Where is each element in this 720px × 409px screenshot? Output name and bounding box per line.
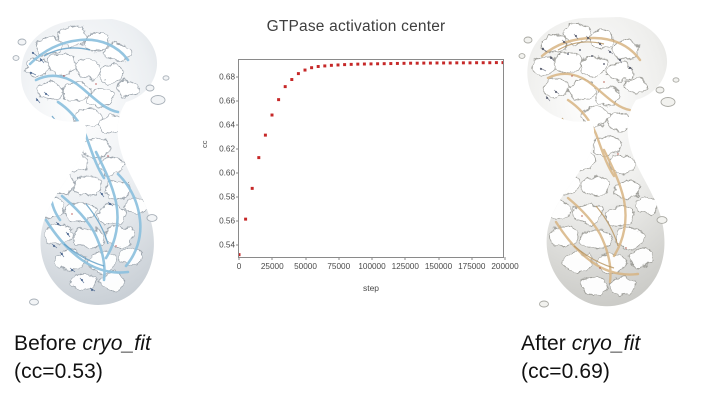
- data-point: [270, 113, 274, 117]
- y-tick-mark: [236, 100, 239, 102]
- data-point: [488, 61, 492, 65]
- x-tick-mark: [504, 257, 506, 260]
- data-point: [468, 61, 472, 65]
- data-point: [475, 61, 479, 65]
- data-point: [422, 61, 426, 65]
- data-point: [455, 61, 459, 65]
- caption-before-prefix: Before: [14, 332, 83, 355]
- y-tick-label: 0.58: [219, 192, 235, 202]
- data-point: [501, 61, 503, 65]
- x-tick-label: 100000: [358, 262, 386, 271]
- plot-area: 0.54 0.56 0.58 0.60 0.62 0.64 0.66 0.68 0 25000 50…: [219, 59, 519, 271]
- x-tick-label: 75000: [327, 262, 351, 271]
- data-point: [435, 61, 439, 65]
- data-point: [442, 61, 446, 65]
- structure-svg-after: [518, 17, 680, 308]
- data-point: [250, 186, 254, 190]
- y-tick-mark: [236, 220, 239, 222]
- y-tick-label: 0.60: [219, 168, 235, 178]
- data-point: [369, 62, 373, 66]
- cc-vs-step-chart: GTPase activation center cc step 0.54 0.5…: [196, 8, 519, 300]
- y-tick-label: 0.56: [219, 216, 235, 226]
- y-tick-label: 0.62: [219, 144, 235, 154]
- caption-before-emphasis: cryo_fit: [82, 332, 151, 355]
- x-tick-label: 150000: [424, 262, 453, 271]
- data-point: [356, 62, 360, 66]
- data-point: [257, 156, 261, 160]
- y-tick-mark: [236, 244, 239, 246]
- y-tick-mark: [236, 172, 239, 174]
- data-point: [290, 78, 294, 82]
- x-tick-mark: [338, 257, 340, 260]
- x-tick-label: 0: [236, 262, 242, 271]
- caption-after-prefix: After: [521, 332, 572, 355]
- x-tick-mark: [471, 257, 473, 260]
- y-tick-label: 0.68: [219, 72, 235, 82]
- data-point: [362, 62, 366, 66]
- y-tick-mark: [236, 124, 239, 126]
- structure-svg-before: [12, 19, 170, 306]
- data-point: [244, 217, 248, 221]
- x-tick-mark: [305, 257, 306, 260]
- data-point: [283, 85, 287, 89]
- data-point: [349, 62, 353, 66]
- data-point: [481, 61, 485, 65]
- x-tick-label: 125000: [391, 262, 419, 271]
- x-tick-label: 175000: [458, 262, 486, 271]
- structure-image-after: [508, 6, 718, 316]
- data-point: [239, 253, 241, 257]
- data-point: [428, 61, 432, 65]
- y-tick-mark: [236, 76, 239, 78]
- x-tick-mark: [404, 257, 406, 260]
- data-point: [277, 98, 281, 102]
- caption-before-cc: (cc=0.53): [14, 359, 104, 383]
- y-tick-label: 0.64: [219, 120, 235, 130]
- x-axis-label: step: [362, 283, 380, 293]
- caption-after: After cryo_fit (cc=0.69): [521, 330, 640, 385]
- y-tick-mark: [236, 148, 239, 150]
- structure-image-before: [0, 6, 210, 316]
- data-point: [316, 65, 320, 68]
- data-point: [303, 68, 307, 72]
- data-point: [409, 61, 413, 65]
- y-tick-label: 0.66: [219, 96, 235, 106]
- y-tick-label: 0.54: [219, 240, 235, 250]
- data-point: [461, 61, 465, 65]
- data-point: [376, 62, 380, 66]
- data-point: [494, 61, 498, 65]
- y-tick-mark: [236, 196, 239, 198]
- x-tick-label: 25000: [260, 262, 284, 271]
- data-point: [323, 64, 327, 68]
- data-point: [329, 63, 333, 67]
- data-point: [448, 61, 452, 65]
- x-tick-mark: [438, 257, 439, 260]
- data-point: [343, 63, 347, 67]
- caption-after-cc: (cc=0.69): [521, 359, 611, 383]
- data-point: [382, 62, 386, 66]
- chart-title: GTPase activation center: [266, 18, 446, 35]
- x-tick-mark: [271, 257, 273, 260]
- data-point: [263, 133, 267, 137]
- x-tick-mark: [371, 257, 373, 260]
- data-point: [336, 63, 340, 67]
- data-point: [310, 66, 314, 70]
- caption-after-emphasis: cryo_fit: [571, 332, 641, 355]
- caption-before: Before cryo_fit (cc=0.53): [14, 330, 151, 385]
- data-point: [389, 62, 393, 66]
- data-point: [296, 72, 300, 76]
- x-tick-mark: [238, 257, 240, 260]
- scatter-series-cc: [239, 61, 503, 257]
- data-point: [395, 61, 399, 65]
- data-point: [402, 61, 406, 65]
- x-tick-label: 50000: [294, 262, 317, 271]
- y-axis-label: cc: [200, 140, 209, 149]
- data-point: [415, 61, 419, 65]
- x-tick-label: 200000: [491, 262, 519, 271]
